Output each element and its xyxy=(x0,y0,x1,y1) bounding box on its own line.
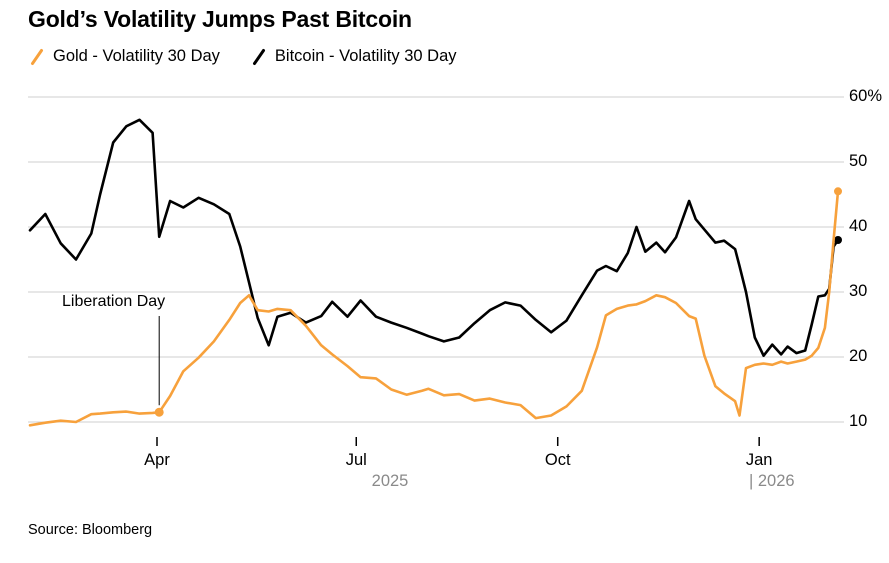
y-tick-label: 20 xyxy=(849,347,868,365)
legend-label-bitcoin: Bitcoin - Volatility 30 Day xyxy=(274,47,457,65)
series-end-dot xyxy=(834,236,842,244)
x-tick-label: Jan xyxy=(745,451,773,469)
x-tick-label: Oct xyxy=(544,451,571,469)
annotation-liberation-day-label: Liberation Day xyxy=(62,293,166,310)
y-tick-label: 60% xyxy=(849,87,883,105)
y-tick-label: 10 xyxy=(849,412,868,430)
y-tick-label: 40 xyxy=(849,217,868,235)
source-credit: Source: Bloomberg xyxy=(28,522,153,538)
y-tick-label: 50 xyxy=(849,152,868,170)
chart-title: Gold’s Volatility Jumps Past Bitcoin xyxy=(28,6,412,32)
legend-item-bitcoin: Bitcoin - Volatility 30 Day xyxy=(252,47,457,66)
bitcoin-line-swatch-icon xyxy=(252,48,265,65)
x-tick-label: Apr xyxy=(144,451,170,469)
legend: Gold - Volatility 30 Day Bitcoin - Volat… xyxy=(30,47,457,66)
year-label-2025: 2025 xyxy=(371,472,409,490)
legend-label-gold: Gold - Volatility 30 Day xyxy=(53,47,220,65)
gold-line-swatch-icon xyxy=(31,48,43,65)
series-end-dot xyxy=(834,187,842,196)
series-line xyxy=(28,190,840,427)
legend-item-gold: Gold - Volatility 30 Day xyxy=(30,47,220,66)
x-tick-label: Jul xyxy=(345,451,367,469)
annotation-marker-dot xyxy=(154,407,164,417)
year-label-2026: | 2026 xyxy=(749,472,795,490)
series-line xyxy=(28,118,840,358)
y-tick-label: 30 xyxy=(849,282,868,300)
